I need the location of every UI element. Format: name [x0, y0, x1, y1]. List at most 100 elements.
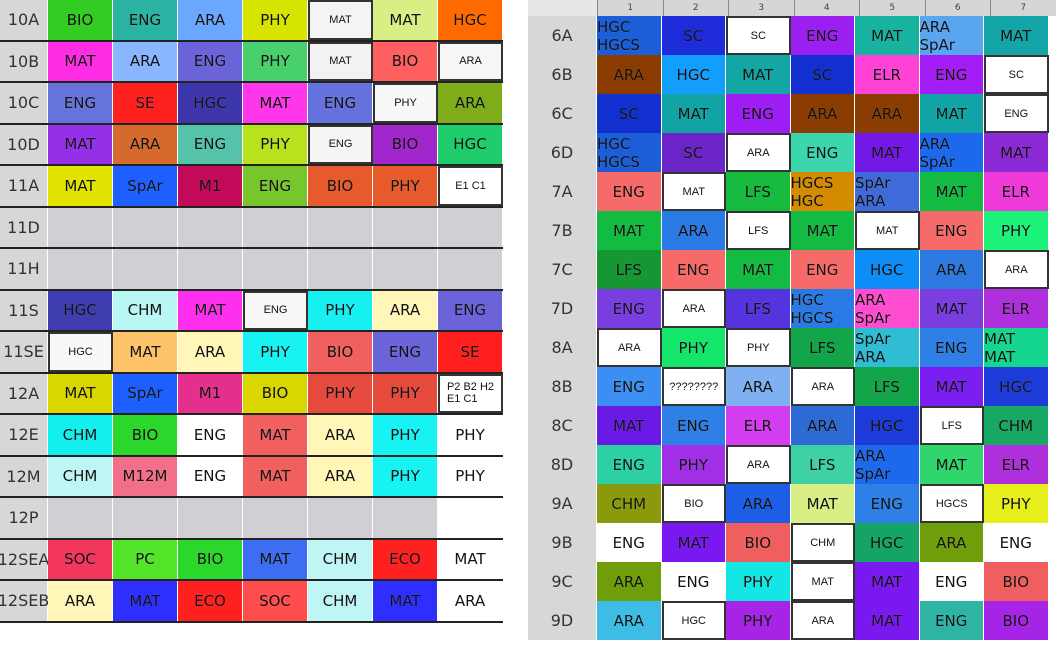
timetable-cell[interactable]: MAT — [855, 16, 920, 55]
timetable-cell[interactable]: ECO — [178, 581, 243, 621]
timetable-cell[interactable]: PHY — [438, 415, 503, 455]
timetable-cell[interactable]: MAT — [373, 0, 438, 40]
timetable-cell[interactable]: PC — [113, 539, 178, 579]
timetable-cell[interactable]: HGC — [178, 83, 243, 123]
timetable-cell[interactable]: PHY — [726, 601, 791, 640]
class-label[interactable]: 10B — [0, 41, 48, 81]
timetable-cell[interactable]: ARA — [661, 211, 726, 250]
timetable-cell[interactable]: SC — [661, 16, 726, 55]
timetable-cell[interactable]: HGC — [438, 124, 503, 164]
timetable-cell[interactable]: ARA SpAr — [855, 289, 920, 328]
timetable-cell[interactable]: MAT — [919, 94, 984, 133]
timetable-cell[interactable]: ARA — [919, 523, 984, 562]
timetable-cell[interactable]: MAT — [243, 539, 308, 579]
timetable-cell[interactable]: MAT — [919, 445, 984, 484]
timetable-cell[interactable]: ARA — [438, 83, 503, 123]
timetable-cell[interactable]: ENG — [984, 523, 1049, 562]
timetable-cell[interactable]: MAT — [113, 581, 178, 621]
class-label[interactable]: 12SEA — [0, 539, 49, 579]
timetable-cell[interactable]: ARA — [726, 133, 791, 172]
timetable-cell[interactable]: PHY — [984, 211, 1049, 250]
timetable-cell[interactable]: LFS — [726, 289, 791, 328]
timetable-cell[interactable]: MAT — [243, 456, 308, 496]
timetable-cell[interactable]: MAT — [178, 290, 243, 330]
timetable-cell[interactable]: BIO — [984, 562, 1049, 601]
timetable-cell[interactable]: PHY — [373, 83, 438, 123]
timetable-cell[interactable]: ENG — [919, 601, 984, 640]
timetable-cell[interactable]: ENG — [790, 16, 855, 55]
timetable-cell[interactable]: ARA — [726, 484, 791, 523]
timetable-cell[interactable] — [438, 498, 503, 538]
timetable-cell[interactable]: ARA — [919, 250, 984, 289]
class-label[interactable]: 6A — [528, 16, 597, 55]
timetable-cell[interactable]: ARA — [373, 290, 438, 330]
timetable-cell[interactable]: MAT — [308, 41, 373, 81]
timetable-cell[interactable]: ELR — [855, 55, 920, 94]
period-header-2[interactable]: 2 — [662, 0, 728, 16]
timetable-cell[interactable]: HGC — [855, 250, 920, 289]
timetable-cell[interactable]: BIO — [48, 0, 113, 40]
timetable-cell[interactable]: PHY — [308, 290, 373, 330]
timetable-cell[interactable] — [113, 207, 178, 247]
period-header-3[interactable]: 3 — [728, 0, 794, 16]
timetable-cell[interactable]: MAT — [243, 83, 308, 123]
timetable-cell[interactable]: CHM — [308, 539, 373, 579]
timetable-cell[interactable]: PHY — [726, 328, 791, 367]
timetable-cell[interactable]: HGC — [984, 367, 1049, 406]
class-label[interactable]: 8A — [528, 328, 597, 367]
timetable-cell[interactable]: CHM — [790, 523, 855, 562]
timetable-cell[interactable]: ENG — [243, 290, 308, 330]
timetable-cell[interactable] — [308, 249, 373, 289]
timetable-cell[interactable]: SC — [597, 94, 662, 133]
timetable-cell[interactable]: PHY — [984, 484, 1049, 523]
timetable-cell[interactable] — [113, 498, 178, 538]
timetable-cell[interactable]: LFS — [726, 172, 791, 211]
timetable-cell[interactable]: SE — [438, 332, 503, 372]
timetable-cell[interactable]: ARA — [790, 601, 855, 640]
timetable-cell[interactable]: LFS — [726, 211, 791, 250]
timetable-cell[interactable]: PHY — [243, 41, 308, 81]
class-label[interactable]: 11SE — [0, 332, 48, 372]
timetable-cell[interactable]: M12M — [113, 456, 178, 496]
timetable-cell[interactable]: CHM — [984, 406, 1049, 445]
timetable-cell[interactable] — [48, 207, 113, 247]
timetable-cell[interactable]: ARA — [438, 581, 503, 621]
class-label[interactable]: 12P — [0, 498, 48, 538]
timetable-cell[interactable] — [308, 207, 373, 247]
timetable-cell[interactable]: P2 B2 H2 E1 C1 — [438, 373, 503, 413]
timetable-cell[interactable]: HGC — [855, 523, 920, 562]
timetable-cell[interactable] — [438, 249, 503, 289]
timetable-cell[interactable]: MAT — [919, 367, 984, 406]
timetable-cell[interactable]: LFS — [855, 367, 920, 406]
timetable-cell[interactable]: ENG — [113, 0, 178, 40]
timetable-cell[interactable]: CHM — [113, 290, 178, 330]
timetable-cell[interactable]: ENG — [178, 415, 243, 455]
timetable-cell[interactable]: ELR — [984, 172, 1049, 211]
timetable-cell[interactable]: LFS — [790, 328, 855, 367]
timetable-cell[interactable]: HGCS — [919, 484, 984, 523]
timetable-cell[interactable]: M1 — [178, 166, 243, 206]
timetable-cell[interactable]: CHM — [308, 581, 373, 621]
timetable-cell[interactable]: SC — [661, 133, 726, 172]
class-label[interactable]: 12M — [0, 456, 48, 496]
class-label[interactable]: 12SEB — [0, 581, 49, 621]
timetable-cell[interactable]: ENG — [597, 367, 662, 406]
timetable-cell[interactable]: HGC — [48, 332, 113, 372]
timetable-cell[interactable]: SpAr — [113, 373, 178, 413]
timetable-cell[interactable]: MAT — [661, 94, 726, 133]
timetable-cell[interactable]: MAT — [984, 133, 1049, 172]
timetable-cell[interactable]: BIO — [178, 539, 243, 579]
class-label[interactable]: 11S — [0, 290, 48, 330]
timetable-cell[interactable]: ARA SpAr — [919, 16, 984, 55]
timetable-cell[interactable]: ARA — [790, 367, 855, 406]
timetable-cell[interactable]: ENG — [790, 133, 855, 172]
timetable-cell[interactable]: MAT — [790, 484, 855, 523]
timetable-cell[interactable]: MAT — [597, 406, 662, 445]
timetable-cell[interactable]: PHY — [661, 328, 726, 367]
timetable-cell[interactable] — [373, 207, 438, 247]
timetable-cell[interactable]: ARA — [661, 289, 726, 328]
class-label[interactable]: 9C — [528, 562, 597, 601]
timetable-cell[interactable] — [373, 249, 438, 289]
timetable-cell[interactable]: HGC — [438, 0, 503, 40]
class-label[interactable]: 11A — [0, 166, 48, 206]
